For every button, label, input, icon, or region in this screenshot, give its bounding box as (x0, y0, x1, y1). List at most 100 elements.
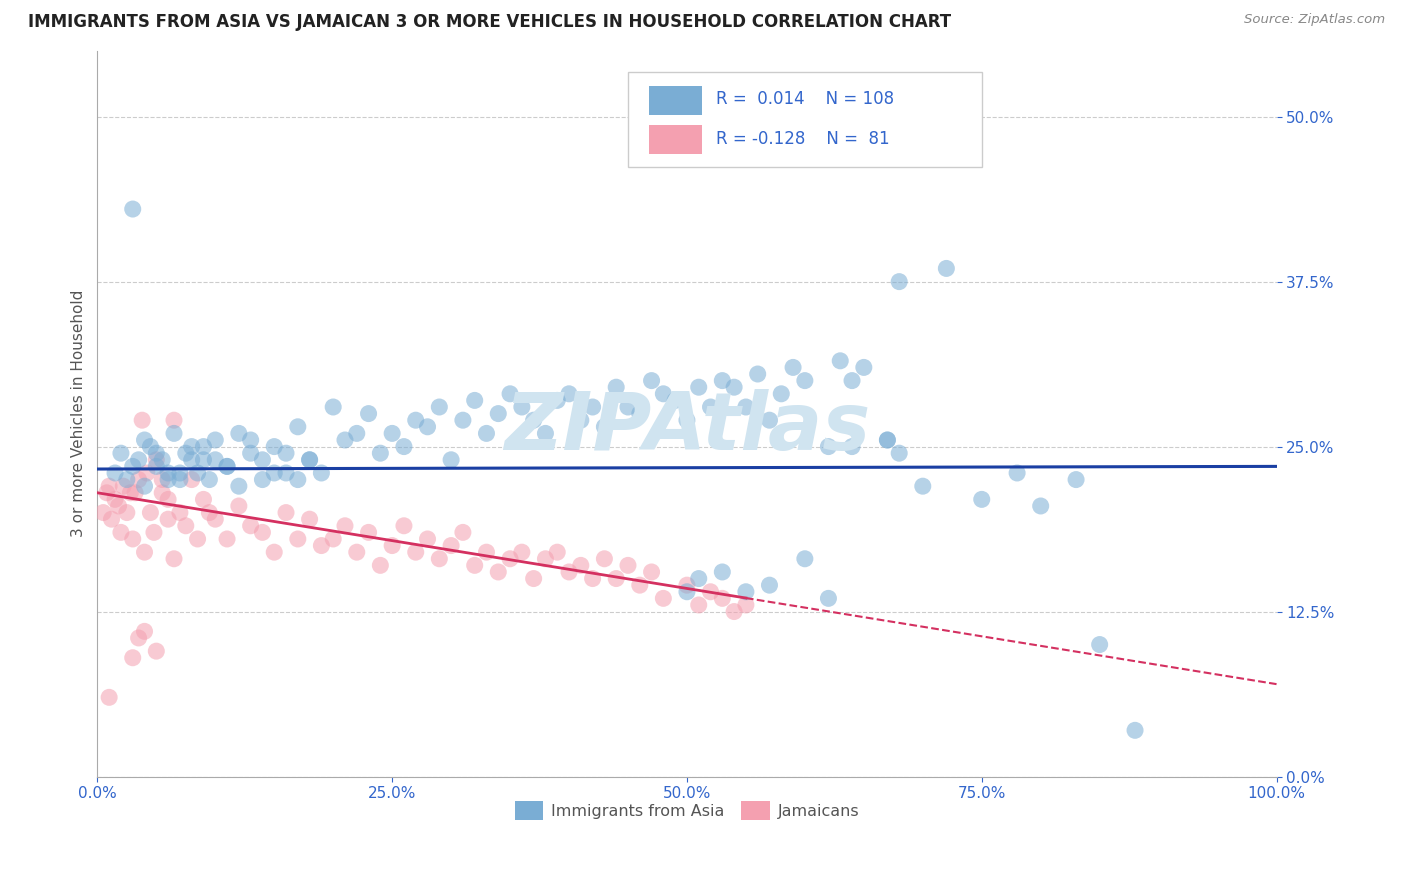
Point (112, 479, 135, 493)
Point (157, 473, 180, 487)
Point (274, 446, 297, 460)
Point (163, 551, 186, 566)
Point (510, 545, 533, 559)
Point (215, 459, 238, 474)
Point (145, 459, 167, 474)
Point (735, 584, 758, 599)
Point (298, 452, 321, 467)
Point (346, 426, 368, 441)
Point (1088, 638, 1111, 652)
Point (534, 426, 557, 441)
Point (723, 380, 745, 394)
Point (475, 545, 498, 559)
Point (628, 407, 651, 421)
Point (817, 440, 839, 454)
Point (120, 485, 142, 500)
Point (581, 400, 603, 414)
Point (204, 512, 226, 526)
Point (263, 440, 285, 454)
Point (593, 551, 616, 566)
Point (735, 400, 758, 414)
Point (98, 479, 121, 493)
Point (298, 452, 321, 467)
Point (676, 584, 699, 599)
Point (605, 572, 627, 586)
Point (357, 407, 380, 421)
Point (640, 374, 662, 388)
Point (198, 506, 221, 520)
Point (115, 506, 138, 520)
Point (204, 452, 226, 467)
Point (676, 413, 699, 427)
Point (911, 479, 934, 493)
Point (381, 539, 404, 553)
Point (793, 374, 815, 388)
Point (322, 400, 344, 414)
Point (115, 473, 138, 487)
Point (180, 440, 202, 454)
Legend: Immigrants from Asia, Jamaicans: Immigrants from Asia, Jamaicans (509, 795, 866, 827)
Point (427, 551, 450, 566)
Text: IMMIGRANTS FROM ASIA VS JAMAICAN 3 OR MORE VEHICLES IN HOUSEHOLD CORRELATION CHA: IMMIGRANTS FROM ASIA VS JAMAICAN 3 OR MO… (28, 13, 952, 31)
Point (370, 446, 392, 460)
Point (664, 393, 686, 408)
Point (711, 374, 734, 388)
Point (499, 551, 522, 566)
Point (392, 518, 415, 533)
Point (193, 440, 215, 454)
Point (405, 545, 427, 559)
Point (298, 512, 321, 526)
Point (110, 525, 132, 540)
Point (817, 591, 839, 606)
Point (124, 485, 146, 500)
Point (274, 506, 297, 520)
Point (652, 591, 675, 606)
Point (427, 400, 450, 414)
Point (486, 565, 509, 579)
Point (699, 400, 721, 414)
Point (174, 446, 197, 460)
Point (688, 572, 710, 586)
Point (1029, 499, 1052, 513)
Text: ZIPAtlas: ZIPAtlas (503, 389, 870, 467)
Point (392, 440, 415, 454)
Point (628, 578, 651, 592)
Point (451, 413, 474, 427)
Point (322, 532, 344, 546)
Text: R =  0.014    N = 108: R = 0.014 N = 108 (717, 90, 894, 108)
Point (180, 452, 202, 467)
Point (228, 499, 250, 513)
Point (91, 506, 114, 520)
Point (215, 459, 238, 474)
Point (104, 492, 127, 507)
Point (228, 426, 250, 441)
Point (440, 539, 463, 553)
Point (605, 380, 627, 394)
Point (830, 353, 852, 368)
Point (131, 413, 153, 427)
Point (841, 374, 863, 388)
Point (676, 578, 699, 592)
Point (134, 545, 156, 559)
Text: R = -0.128    N =  81: R = -0.128 N = 81 (717, 130, 890, 148)
Point (747, 367, 769, 381)
Point (145, 446, 167, 460)
Point (416, 532, 439, 546)
Point (139, 440, 162, 454)
Point (287, 473, 309, 487)
Point (357, 525, 380, 540)
Y-axis label: 3 or more Vehicles in Household: 3 or more Vehicles in Household (72, 290, 86, 537)
Point (100, 512, 122, 526)
Point (121, 202, 143, 216)
Point (475, 426, 498, 441)
Point (617, 400, 640, 414)
Point (163, 413, 186, 427)
Point (699, 584, 721, 599)
Point (157, 492, 180, 507)
Point (876, 433, 898, 447)
Point (793, 551, 815, 566)
Point (782, 360, 804, 375)
Point (333, 433, 356, 447)
Point (145, 644, 167, 658)
Point (287, 419, 309, 434)
